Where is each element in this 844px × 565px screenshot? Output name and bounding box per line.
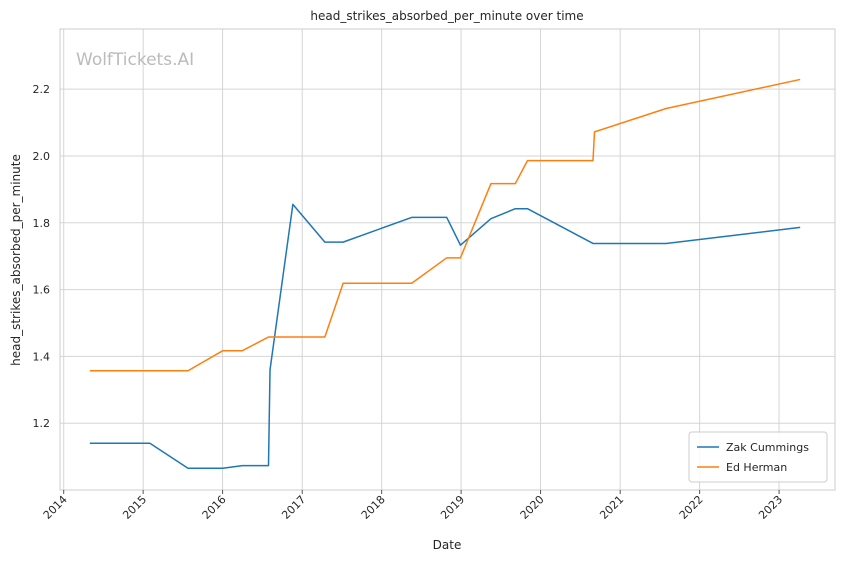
series-lines xyxy=(89,78,801,470)
legend-box xyxy=(688,431,828,483)
y-tick-label: 1.2 xyxy=(33,417,51,430)
x-axis-label: Date xyxy=(433,538,462,552)
plot-area-frame xyxy=(59,28,836,491)
legend: Zak Cummings Ed Herman xyxy=(688,431,828,483)
grid-lines xyxy=(60,29,835,490)
y-tick-label: 2.0 xyxy=(33,150,51,163)
chart-title: head_strikes_absorbed_per_minute over ti… xyxy=(310,9,583,23)
y-tick-label: 1.6 xyxy=(33,284,51,297)
legend-label: Zak Cummings xyxy=(726,441,809,454)
series-line-zak-cummings xyxy=(89,203,801,470)
y-axis-ticks: 1.2 1.4 1.6 1.8 2.0 2.2 xyxy=(33,83,51,430)
series-line-ed-herman xyxy=(89,78,801,372)
watermark-text: WolfTickets.AI xyxy=(76,50,194,70)
y-tick-label: 1.4 xyxy=(33,350,51,363)
y-axis-label: head_strikes_absorbed_per_minute xyxy=(9,154,23,366)
y-tick-label: 2.2 xyxy=(33,83,51,96)
legend-label: Ed Herman xyxy=(726,461,787,474)
y-tick-label: 1.8 xyxy=(33,217,51,230)
